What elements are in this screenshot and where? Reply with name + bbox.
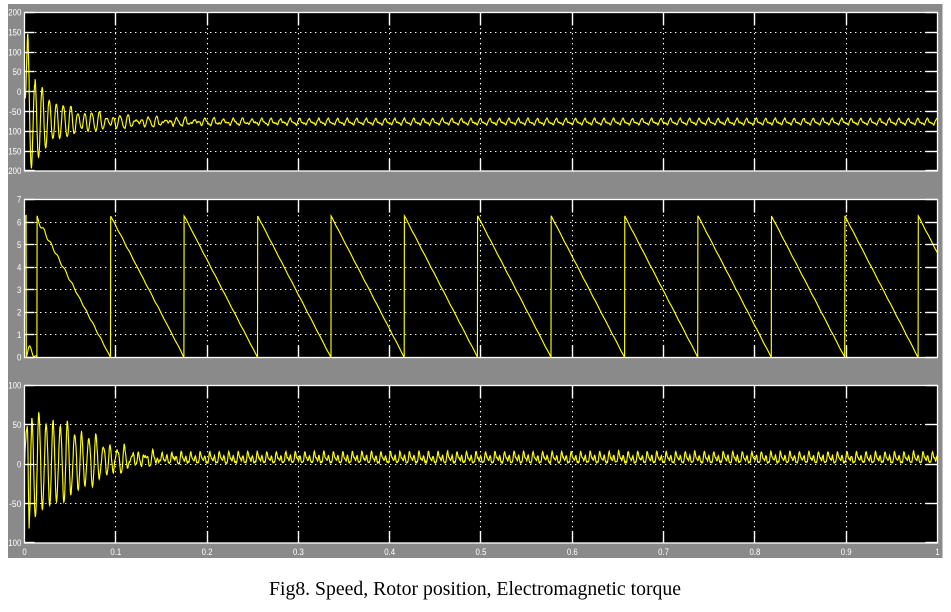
svg-text:0: 0: [17, 353, 21, 364]
svg-text:0: 0: [22, 547, 26, 558]
svg-text:0.5: 0.5: [476, 547, 487, 558]
svg-text:0.3: 0.3: [293, 547, 304, 558]
svg-text:150: 150: [8, 146, 21, 157]
svg-text:0.9: 0.9: [841, 547, 852, 558]
svg-text:7: 7: [17, 195, 21, 206]
svg-text:3: 3: [17, 285, 21, 296]
svg-text:0.8: 0.8: [749, 547, 760, 558]
svg-text:0.7: 0.7: [658, 547, 669, 558]
svg-text:2: 2: [17, 308, 21, 319]
svg-text:100: 100: [8, 538, 21, 549]
svg-text:0: 0: [17, 87, 21, 98]
svg-text:100: 100: [8, 47, 21, 58]
svg-text:1: 1: [935, 547, 939, 558]
svg-text:100: 100: [8, 381, 21, 392]
svg-text:-50: -50: [9, 107, 21, 118]
svg-text:1: 1: [17, 330, 21, 341]
svg-text:0.1: 0.1: [110, 547, 121, 558]
svg-text:200: 200: [8, 166, 21, 177]
svg-text:0.6: 0.6: [567, 547, 578, 558]
svg-text:50: 50: [13, 420, 22, 431]
svg-text:50: 50: [13, 67, 22, 78]
svg-text:200: 200: [8, 8, 21, 19]
svg-text:150: 150: [8, 28, 21, 39]
svg-text:0: 0: [17, 459, 21, 470]
svg-text:4: 4: [17, 262, 21, 273]
svg-text:-50: -50: [9, 499, 21, 510]
svg-text:5: 5: [17, 240, 21, 251]
svg-text:0.4: 0.4: [384, 547, 395, 558]
svg-text:100: 100: [8, 127, 21, 138]
svg-text:0.2: 0.2: [202, 547, 213, 558]
svg-text:Fig8. Speed, Rotor position, E: Fig8. Speed, Rotor position, Electromagn…: [269, 579, 681, 600]
svg-text:6: 6: [17, 217, 21, 228]
